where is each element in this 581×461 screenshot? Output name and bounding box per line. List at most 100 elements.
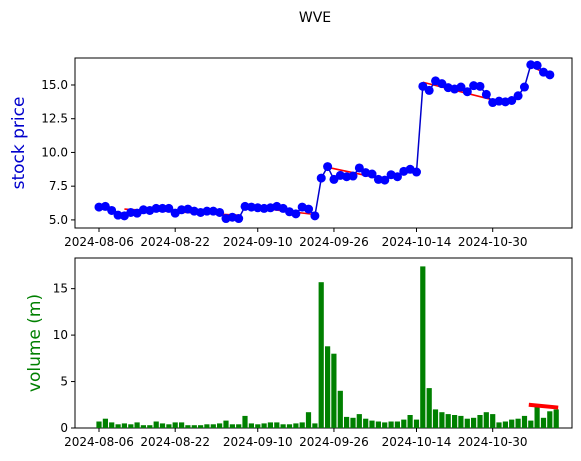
price-point: [323, 162, 333, 172]
volume-bar: [458, 415, 464, 428]
volume-bar: [356, 414, 362, 428]
price-ytick-label: 12.5: [41, 112, 68, 126]
volume-bar: [147, 425, 153, 428]
volume-bar: [432, 409, 439, 428]
volume-bar: [210, 424, 216, 428]
price-xtick-label: 2024-09-26: [299, 235, 369, 249]
volume-bar: [420, 266, 426, 428]
price-point: [215, 207, 225, 217]
volume-bar: [394, 421, 400, 428]
volume-xtick-label: 2024-09-10: [223, 435, 293, 449]
price-plot-area: [74, 57, 573, 229]
volume-bar: [172, 422, 178, 428]
volume-bar: [547, 411, 553, 428]
volume-ytick-label: 5: [60, 375, 68, 389]
volume-bar: [109, 422, 115, 428]
volume-bars: [96, 266, 559, 428]
volume-bar: [248, 423, 254, 428]
price-point: [392, 172, 402, 182]
price-point: [316, 173, 326, 183]
price-point: [481, 89, 491, 99]
volume-bar: [318, 282, 324, 428]
price-point: [367, 169, 377, 179]
price-point: [164, 203, 174, 213]
price-point: [304, 204, 314, 214]
price-point: [151, 203, 161, 213]
price-point: [291, 209, 301, 219]
volume-bar: [325, 346, 331, 428]
volume-bar: [375, 421, 381, 428]
volume-bar: [464, 418, 470, 428]
price-point: [519, 82, 529, 92]
price-xtick-label: 2024-10-14: [382, 235, 452, 249]
volume-xtick-label: 2024-09-26: [299, 435, 369, 449]
price-xtick-label: 2024-08-06: [64, 235, 134, 249]
volume-bar: [477, 415, 483, 428]
volume-bar: [286, 424, 293, 428]
price-ytick-label: 5.0: [49, 213, 68, 227]
volume-ylabel-group: volume (m): [25, 294, 45, 392]
volume-bar: [185, 425, 191, 428]
volume-bar: [191, 425, 197, 428]
price-point: [310, 211, 320, 221]
volume-bar: [337, 390, 343, 428]
volume-xtick-label: 2024-10-14: [382, 435, 452, 449]
volume-bar: [312, 423, 318, 428]
price-xtick-label: 2024-09-10: [223, 235, 293, 249]
volume-xtick-label: 2024-08-06: [64, 435, 134, 449]
volume-bar: [407, 415, 413, 428]
price-point: [412, 167, 421, 177]
price-point: [380, 175, 390, 185]
price-point: [107, 205, 117, 215]
volume-bar: [159, 423, 166, 428]
volume-bar: [471, 417, 477, 428]
volume-bar: [344, 416, 350, 428]
price-point: [424, 85, 434, 95]
volume-bar: [509, 419, 515, 428]
volume-bar: [363, 418, 369, 428]
volume-bar: [96, 421, 102, 428]
volume-bar: [401, 419, 407, 428]
price-ytick-label: 10.0: [41, 145, 68, 159]
volume-bar: [382, 422, 388, 428]
price-point: [456, 82, 466, 92]
volume-ytick-label: 10: [53, 328, 68, 342]
volume-axes: 0 5 10 15 2024-08-06 2024-08-22 2024-09-10 2024…: [53, 282, 528, 449]
price-point: [348, 171, 358, 181]
volume-trend-line: [528, 402, 559, 410]
volume-bar: [528, 420, 534, 428]
volume-bar: [413, 419, 420, 428]
volume-bar: [521, 415, 528, 428]
volume-ytick-label: 15: [53, 282, 68, 296]
chart-title: WVE: [299, 10, 331, 26]
volume-bar: [534, 405, 540, 428]
price-axes: 5.0 7.5 10.0 12.5 15.0 2024-08-06 2024-08-22 20…: [41, 78, 527, 249]
volume-bar: [331, 353, 337, 428]
price-ytick-label: 15.0: [41, 78, 68, 92]
price-panel: stock price 5.0 7.5 10.0 12.5 15.0 2024-08-06…: [9, 57, 573, 249]
price-y-axis-label: stock price: [9, 97, 29, 190]
volume-trend-lines: [528, 402, 559, 410]
volume-bar: [236, 424, 242, 428]
volume-bar: [102, 418, 108, 428]
volume-bar: [426, 388, 432, 428]
volume-bar: [128, 424, 134, 428]
volume-bar: [198, 425, 204, 428]
volume-bar: [229, 424, 235, 428]
volume-bar: [261, 423, 267, 428]
volume-y-axis-label: volume (m): [25, 294, 45, 392]
volume-bar: [369, 420, 375, 428]
price-point: [354, 163, 364, 173]
price-point: [475, 81, 485, 91]
volume-bar: [452, 415, 458, 428]
price-point: [462, 87, 472, 97]
price-ytick-label: 7.5: [49, 179, 68, 193]
volume-bar: [388, 421, 394, 428]
volume-bar: [115, 424, 121, 428]
volume-bar: [483, 412, 489, 428]
volume-bar: [445, 414, 451, 428]
volume-bar: [515, 418, 521, 428]
volume-bar: [502, 421, 508, 428]
price-point: [532, 60, 542, 70]
price-point: [234, 214, 244, 224]
